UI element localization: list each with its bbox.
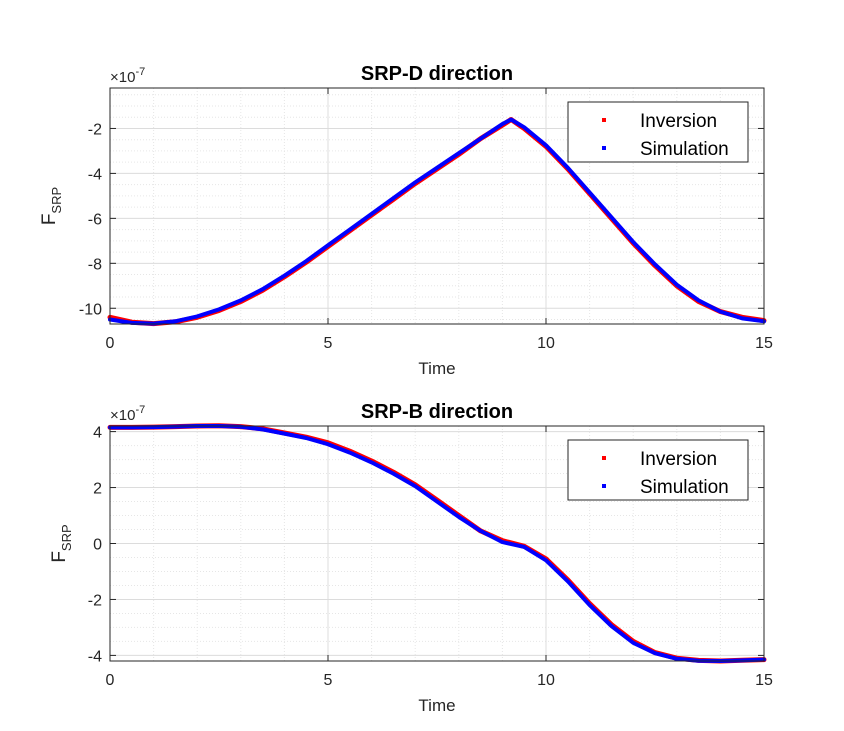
y-axis-label: FSRP — [39, 187, 64, 225]
y-tick-label: 4 — [93, 425, 102, 442]
x-tick-label: 15 — [755, 335, 773, 352]
y-exponent-label: ×10-7 — [110, 404, 145, 424]
x-tick-label: 0 — [106, 672, 115, 689]
legend-label-inversion: Inversion — [640, 449, 717, 470]
y-tick-label: -4 — [88, 648, 102, 665]
y-tick-label: -8 — [88, 256, 102, 273]
y-tick-label: -10 — [79, 301, 102, 318]
exponent-base: ×10 — [110, 407, 135, 424]
top-chart-srp-d: 0 5 10 15 -10 -8 -6 -4 -2 ×10-7 SRP-D direction Tim… — [39, 63, 773, 378]
x-axis-label: Time — [418, 696, 455, 715]
y-tick-label: 0 — [93, 537, 102, 554]
axes-box — [109, 87, 765, 325]
x-tick-label: 10 — [537, 672, 555, 689]
exponent-base: ×10 — [110, 69, 135, 86]
y-tick-label: -2 — [88, 592, 102, 609]
legend-label-simulation: Simulation — [640, 477, 729, 498]
x-tick-label: 15 — [755, 672, 773, 689]
y-label-main: F — [49, 551, 70, 563]
exponent-power: -7 — [135, 404, 145, 416]
y-tick-label: -4 — [88, 166, 102, 183]
y-tick-label: -6 — [88, 211, 102, 228]
bottom-chart-srp-b: 0 5 10 15 -4 -2 0 2 4 ×10-7 SRP-B direction Time FSR… — [49, 401, 773, 715]
series-line-simulation — [108, 117, 766, 326]
legend: Inversion Simulation — [567, 101, 749, 163]
exponent-power: -7 — [135, 66, 145, 78]
y-tick-label: 2 — [93, 481, 102, 498]
x-tick-label: 0 — [106, 335, 115, 352]
y-label-subscript: SRP — [49, 187, 64, 214]
legend-marker-inversion — [602, 118, 606, 122]
legend: Inversion Simulation — [567, 439, 749, 501]
legend-marker-simulation — [602, 146, 606, 150]
y-exponent-label: ×10-7 — [110, 66, 145, 86]
minor-grid — [110, 88, 764, 324]
legend-marker-simulation — [602, 484, 606, 488]
legend-box — [567, 101, 749, 163]
chart-title: SRP-B direction — [361, 401, 513, 423]
y-tick-label: -2 — [88, 121, 102, 138]
x-tick-label: 10 — [537, 335, 555, 352]
y-axis-label: FSRP — [49, 524, 74, 562]
y-label-subscript: SRP — [59, 524, 74, 551]
legend-label-simulation: Simulation — [640, 139, 729, 160]
y-label-main: F — [39, 214, 60, 226]
x-tick-label: 5 — [324, 335, 333, 352]
legend-label-inversion: Inversion — [640, 111, 717, 132]
x-tick-label: 5 — [324, 672, 333, 689]
legend-box — [567, 439, 749, 501]
chart-title: SRP-D direction — [361, 63, 513, 85]
x-axis-label: Time — [418, 359, 455, 378]
legend-marker-inversion — [602, 456, 606, 460]
